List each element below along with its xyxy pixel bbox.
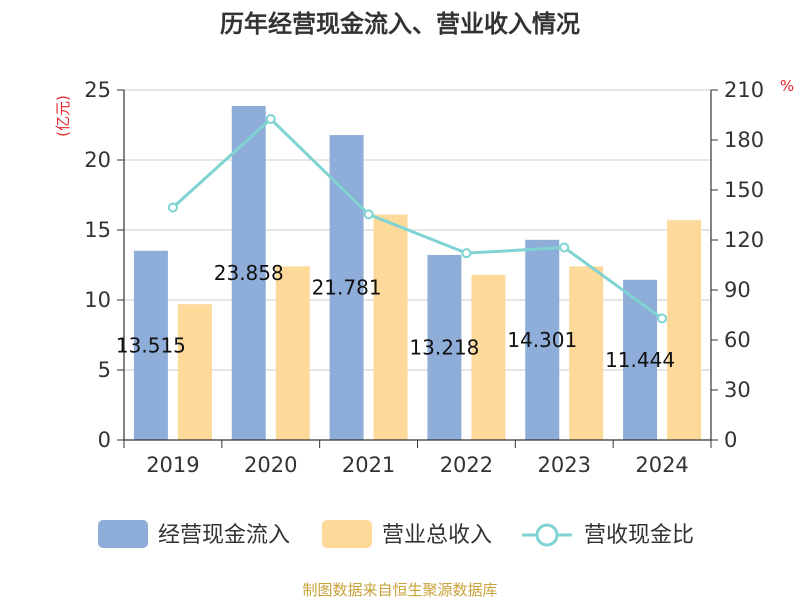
- x-tick-label: 2023: [538, 453, 591, 477]
- x-tick-label: 2020: [244, 453, 297, 477]
- x-tick-label: 2022: [440, 453, 493, 477]
- left-tick-label: 20: [84, 148, 111, 172]
- data-label-cash-inflow: 14.301: [507, 328, 577, 352]
- legend-swatch-revenue: [322, 520, 372, 548]
- x-tick-label: 2019: [146, 453, 199, 477]
- data-label-cash-inflow: 13.218: [409, 335, 479, 359]
- right-tick-label: 90: [724, 278, 751, 302]
- bars: [133, 105, 702, 441]
- right-tick-label: 150: [724, 178, 764, 202]
- axes: 0 5 10 15 20 25 0 30 60 90 120 150 180 210 2019 2020 202…: [84, 78, 764, 477]
- x-tick-label: 2021: [342, 453, 395, 477]
- data-label-cash-inflow: 21.781: [312, 276, 382, 300]
- bar-revenue: [569, 266, 604, 440]
- gridlines: [124, 89, 711, 371]
- ratio-point: [363, 209, 374, 220]
- left-tick-label: 5: [98, 358, 111, 382]
- data-label-cash-inflow: 23.858: [214, 261, 284, 285]
- left-tick-label: 15: [84, 218, 111, 242]
- bar-revenue: [177, 304, 212, 440]
- data-label-cash-inflow: 13.515: [116, 333, 186, 357]
- ratio-point: [657, 313, 668, 324]
- left-tick-label: 0: [98, 428, 111, 452]
- x-tick-label: 2024: [635, 453, 688, 477]
- bar-cash-inflow: [133, 250, 168, 440]
- ratio-point: [265, 114, 276, 124]
- right-tick-label: 0: [724, 428, 737, 452]
- legend-label-ratio: 营收现金比: [584, 523, 694, 548]
- legend: 经营现金流入 营业总收入 营收现金比: [98, 520, 694, 548]
- bar-cash-inflow: [623, 279, 658, 440]
- ratio-line: [167, 114, 668, 324]
- left-tick-label: 25: [84, 78, 111, 102]
- right-tick-label: 120: [724, 228, 764, 252]
- data-labels: 13.515 23.858 21.781 13.218 14.301 11.444: [116, 261, 675, 372]
- bar-revenue: [373, 214, 408, 440]
- right-axis-unit: %: [780, 77, 794, 95]
- right-tick-label: 180: [724, 128, 764, 152]
- bar-cash-inflow: [525, 239, 560, 440]
- legend-marker-ratio: [535, 523, 559, 547]
- legend-swatch-cash-inflow: [98, 520, 148, 548]
- left-tick-label: 10: [84, 288, 111, 312]
- ratio-point: [559, 242, 570, 253]
- legend-label-revenue: 营业总收入: [382, 523, 492, 548]
- source-note: 制图数据来自恒生聚源数据库: [302, 581, 497, 599]
- bar-cash-inflow: [427, 254, 462, 440]
- ratio-line-path: [171, 116, 663, 320]
- right-tick-label: 60: [724, 328, 751, 352]
- bar-revenue: [667, 220, 702, 440]
- right-tick-label: 210: [724, 78, 764, 102]
- bar-cash-inflow: [231, 105, 266, 440]
- bar-revenue: [471, 274, 506, 440]
- chart-title: 历年经营现金流入、营业收入情况: [220, 10, 580, 38]
- ratio-point: [461, 248, 472, 259]
- data-label-cash-inflow: 11.444: [605, 348, 675, 372]
- bar-cash-inflow: [329, 135, 364, 441]
- right-tick-label: 30: [724, 378, 751, 402]
- ratio-point: [167, 202, 178, 213]
- bar-revenue: [275, 266, 310, 440]
- legend-label-cash-inflow: 经营现金流入: [158, 523, 290, 548]
- left-axis-unit: (亿元): [54, 95, 72, 137]
